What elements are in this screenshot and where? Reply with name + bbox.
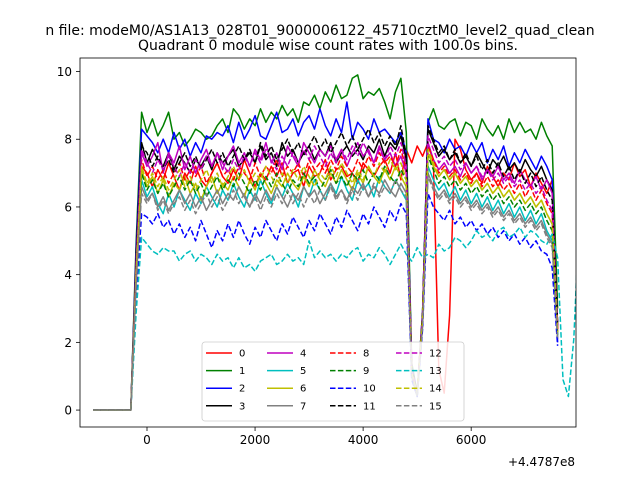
series-line-4 [93, 141, 559, 411]
series-line-13 [93, 226, 576, 411]
series-line-0 [93, 138, 559, 411]
series-line-7 [93, 172, 559, 411]
y-tick-label: 0 [64, 404, 72, 418]
legend-label: 13 [429, 366, 442, 377]
legend-label: 11 [363, 401, 376, 412]
series-line-9 [93, 155, 559, 411]
legend-entry-5: 5 [267, 366, 306, 377]
legend-entry-6: 6 [267, 384, 306, 395]
y-tick-label: 10 [57, 65, 72, 79]
legend-label: 15 [429, 401, 442, 412]
legend-entry-1: 1 [206, 366, 245, 377]
legend-entry-2: 2 [206, 384, 245, 395]
series-line-12 [93, 135, 559, 411]
x-offset-label: +4.4787e8 [508, 455, 575, 469]
legend-label: 5 [300, 366, 306, 377]
x-tick-label: 0 [143, 433, 151, 447]
legend-entry-4: 4 [267, 349, 306, 360]
legend-entry-11: 11 [330, 401, 376, 412]
legend-label: 14 [429, 384, 442, 395]
x-tick-label: 6000 [456, 433, 487, 447]
y-tick-label: 2 [64, 336, 72, 350]
legend-label: 2 [239, 384, 245, 395]
legend-entry-3: 3 [206, 401, 245, 412]
legend-label: 1 [239, 366, 245, 377]
chart-title: Quadrant 0 module wise count rates with … [138, 38, 518, 54]
legend-entry-7: 7 [267, 401, 306, 412]
legend-entry-0: 0 [206, 349, 245, 360]
legend-label: 6 [300, 384, 306, 395]
y-tick-label: 6 [64, 200, 72, 214]
y-tick-label: 8 [64, 133, 72, 147]
legend-entry-8: 8 [330, 349, 369, 360]
series-layer [93, 74, 576, 411]
series-line-15 [93, 175, 559, 411]
legend-label: 10 [363, 384, 376, 395]
series-line-1 [93, 74, 559, 411]
figure-suptitle: n file: modeM0/AS1A13_028T01_9000006122_… [45, 23, 594, 39]
legend-label: 7 [300, 401, 306, 412]
plot-frame [79, 57, 577, 428]
legend-entry-10: 10 [330, 384, 376, 395]
legend-entry-13: 13 [396, 366, 442, 377]
x-tick-label: 2000 [240, 433, 271, 447]
series-line-10 [93, 192, 559, 411]
legend-entry-14: 14 [396, 384, 442, 395]
legend-label: 9 [363, 366, 369, 377]
legend-entry-15: 15 [396, 401, 442, 412]
legend-label: 3 [239, 401, 245, 412]
legend-label: 4 [300, 349, 306, 360]
x-tick-label: 4000 [348, 433, 379, 447]
series-line-8 [93, 145, 559, 411]
series-line-14 [93, 148, 559, 411]
legend-label: 0 [239, 349, 245, 360]
y-tick-label: 4 [64, 268, 72, 282]
legend-box [201, 341, 465, 422]
legend-label: 8 [363, 349, 369, 360]
series-line-11 [93, 124, 559, 411]
legend-entry-9: 9 [330, 366, 369, 377]
series-line-2 [93, 101, 559, 411]
legend-label: 12 [429, 349, 442, 360]
legend-entry-12: 12 [396, 349, 442, 360]
